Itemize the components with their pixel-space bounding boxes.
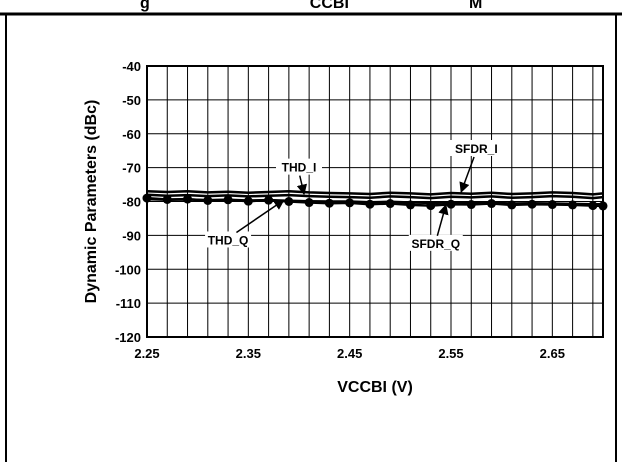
y-axis-label: Dynamic Parameters (dBc)	[83, 100, 100, 304]
data-point-sfdr-q	[568, 200, 578, 210]
annotation-arrow-thd-q	[236, 199, 285, 234]
annotation-bg-thd-q	[205, 231, 252, 248]
data-point-sfdr-q	[243, 196, 253, 206]
data-point-sfdr-q	[446, 199, 456, 209]
y-tick-label: -90	[122, 228, 141, 243]
annotation-label-thd-q: THD_Q	[208, 233, 249, 247]
x-tick-label: 2.55	[438, 346, 463, 361]
data-point-sfdr-q	[466, 200, 476, 210]
series-layer	[142, 190, 608, 211]
data-point-sfdr-q	[304, 198, 314, 208]
y-tick-labels: -40 -50 -60 -70 -80 -90 -100 -110 -120	[115, 59, 141, 345]
data-point-sfdr-q	[324, 198, 334, 208]
x-tick-label: 2.45	[337, 346, 362, 361]
clipped-top-text: g CCBI M	[140, 0, 482, 12]
data-point-sfdr-q	[547, 200, 557, 210]
annotation-label-thd-i: THD_I	[282, 161, 317, 175]
plot-area: THD_I SFDR_I THD_Q SFDR_Q	[142, 65, 608, 338]
data-point-sfdr-q	[507, 200, 517, 210]
x-tick-label: 2.25	[134, 346, 159, 361]
x-tick-label: 2.65	[540, 346, 565, 361]
annotation-label-sfdr-i: SFDR_I	[455, 142, 498, 156]
y-tick-label: -50	[122, 93, 141, 108]
y-tick-label: -100	[115, 262, 141, 277]
data-point-sfdr-q	[487, 199, 497, 209]
annotation-bg-sfdr-q	[408, 234, 463, 251]
data-point-sfdr-q	[203, 195, 213, 205]
data-point-sfdr-q	[223, 195, 233, 205]
data-point-sfdr-q	[588, 201, 598, 211]
x-tick-labels: 2.25 2.35 2.45 2.55 2.65	[134, 346, 565, 361]
data-point-sfdr-q	[284, 197, 294, 206]
annotation-bg-thd-i	[276, 158, 322, 175]
y-tick-label: -40	[122, 59, 141, 74]
y-tick-label: -110	[116, 296, 141, 311]
plot-border	[146, 65, 604, 338]
annotation-bg-sfdr-i	[449, 139, 504, 156]
annotation-arrow-sfdr-i	[459, 156, 475, 194]
data-point-sfdr-q	[183, 194, 193, 204]
data-point-sfdr-q	[405, 200, 415, 210]
annotation-arrow-thd-i	[296, 175, 308, 196]
data-point-sfdr-q	[365, 199, 375, 209]
data-point-sfdr-q	[264, 195, 274, 205]
data-point-sfdr-q	[426, 201, 436, 211]
x-tick-label: 2.35	[236, 346, 261, 361]
data-point-sfdr-q	[345, 198, 355, 208]
annotation-label-sfdr-q: SFDR_Q	[411, 237, 460, 251]
data-point-sfdr-q	[162, 194, 172, 204]
series-line-sfdr-i	[146, 190, 604, 196]
y-tick-label: -80	[122, 195, 141, 210]
y-tick-label: -70	[122, 161, 141, 176]
y-tick-label: -60	[122, 127, 141, 142]
annotation-layer: THD_I SFDR_I THD_Q SFDR_Q	[205, 139, 504, 251]
data-point-sfdr-q	[527, 199, 537, 209]
data-point-sfdr-q	[385, 199, 395, 209]
series-line-thd-i	[146, 193, 604, 200]
x-axis-label: VCCBI (V)	[337, 379, 413, 396]
annotation-arrow-sfdr-q	[436, 203, 449, 237]
y-tick-label: -120	[115, 330, 141, 345]
